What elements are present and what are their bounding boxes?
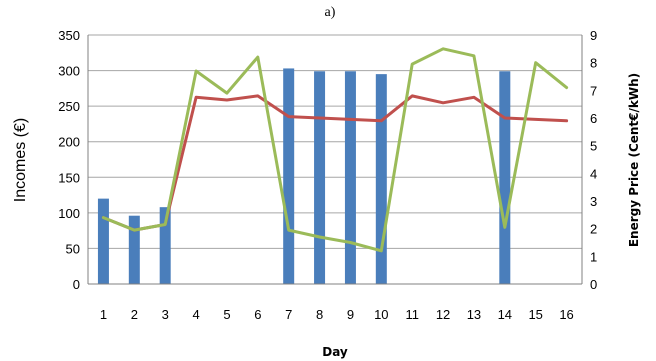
x-axis-label: Day (322, 345, 348, 359)
x-tick-label: 3 (162, 307, 169, 322)
y-left-tick-label: 250 (58, 99, 80, 114)
y-left-tick-label: 200 (58, 135, 80, 150)
y-axis-left-label: Incomes (€) (12, 118, 29, 202)
x-tick-label: 12 (436, 307, 450, 322)
bar (375, 74, 387, 284)
bar (499, 71, 511, 284)
x-tick-label: 7 (285, 307, 292, 322)
y-right-tick-label: 7 (590, 83, 597, 98)
y-right-tick-label: 2 (590, 222, 597, 237)
x-tick-label: 6 (254, 307, 261, 322)
x-axis-ticks: 1 2 3 4 5 6 7 8 9 10 11 12 13 14 15 16 (100, 307, 574, 322)
y-right-tick-label: 5 (590, 139, 597, 154)
bar (283, 68, 295, 285)
y-left-tick-label: 150 (58, 170, 80, 185)
chart-title: a) (325, 5, 336, 20)
bar-series (97, 68, 511, 285)
x-tick-label: 1 (100, 307, 107, 322)
x-tick-label: 9 (347, 307, 354, 322)
y-right-tick-label: 8 (590, 56, 597, 71)
y-axis-right-ticks: 0 1 2 3 4 5 6 7 8 9 (590, 28, 597, 292)
y-right-tick-label: 3 (590, 194, 597, 209)
x-tick-label: 16 (559, 307, 573, 322)
y-left-tick-label: 350 (58, 28, 80, 43)
x-tick-label: 15 (528, 307, 542, 322)
axes (87, 35, 583, 285)
y-axis-left-ticks: 0 50 100 150 200 250 300 350 (58, 28, 80, 292)
x-tick-label: 5 (223, 307, 230, 322)
y-left-tick-label: 300 (58, 64, 80, 79)
x-tick-label: 4 (192, 307, 199, 322)
line-series (101, 47, 569, 253)
y-axis-right-label: Energy Price (Cent€/kWh) (627, 73, 641, 247)
bar (344, 71, 356, 284)
x-tick-label: 11 (405, 307, 419, 322)
y-left-tick-label: 0 (73, 277, 80, 292)
x-tick-label: 2 (131, 307, 138, 322)
y-right-tick-label: 4 (590, 166, 597, 181)
y-right-tick-label: 9 (590, 28, 597, 43)
y-right-tick-label: 1 (590, 249, 597, 264)
x-tick-label: 13 (467, 307, 481, 322)
x-tick-label: 8 (316, 307, 323, 322)
y-left-tick-label: 50 (66, 241, 80, 256)
x-tick-label: 14 (498, 307, 512, 322)
bar (128, 215, 140, 284)
y-left-tick-label: 100 (58, 206, 80, 221)
bar (97, 198, 109, 284)
bar (314, 71, 326, 284)
red-price-line (101, 94, 569, 232)
green-price-line (101, 47, 569, 253)
y-right-tick-label: 0 (590, 277, 597, 292)
bar (159, 207, 171, 284)
y-right-tick-label: 6 (590, 111, 597, 126)
x-tick-label: 10 (374, 307, 388, 322)
